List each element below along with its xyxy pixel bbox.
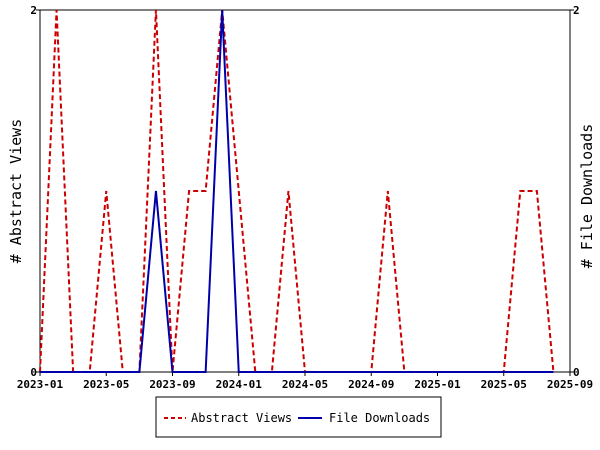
series-line-file-downloads	[40, 9, 554, 373]
y-axis-title-right: # File Downloads	[578, 124, 596, 269]
plot-area	[39, 9, 571, 373]
x-tick-label: 2023-09	[149, 378, 195, 391]
x-tick-label: 2024-01	[216, 378, 263, 391]
x-tick-label: 2023-01	[17, 378, 64, 391]
legend: Abstract Views File Downloads	[155, 396, 442, 438]
x-tick-label: 2025-09	[547, 378, 593, 391]
axis-layer: 2023-01 2023-05 2023-09 2024-01 2024-05 2024-…	[17, 4, 593, 391]
x-tick-label: 2025-01	[414, 378, 461, 391]
series-layer	[39, 9, 555, 373]
x-tick-label: 2023-05	[83, 378, 129, 391]
legend-label-abstract-views: Abstract Views	[191, 411, 292, 425]
y-right-tick-label: 0	[573, 366, 580, 379]
y-left-tick-label: 0	[30, 366, 37, 379]
legend-label-file-downloads: File Downloads	[329, 411, 430, 425]
x-tick-label: 2024-05	[282, 378, 328, 391]
x-tick-label: 2025-05	[481, 378, 527, 391]
y-axis-title-left: # Abstract Views	[7, 119, 25, 264]
y-left-tick-label: 2	[30, 4, 37, 17]
y-right-tick-label: 2	[573, 4, 580, 17]
x-tick-label: 2024-09	[348, 378, 394, 391]
